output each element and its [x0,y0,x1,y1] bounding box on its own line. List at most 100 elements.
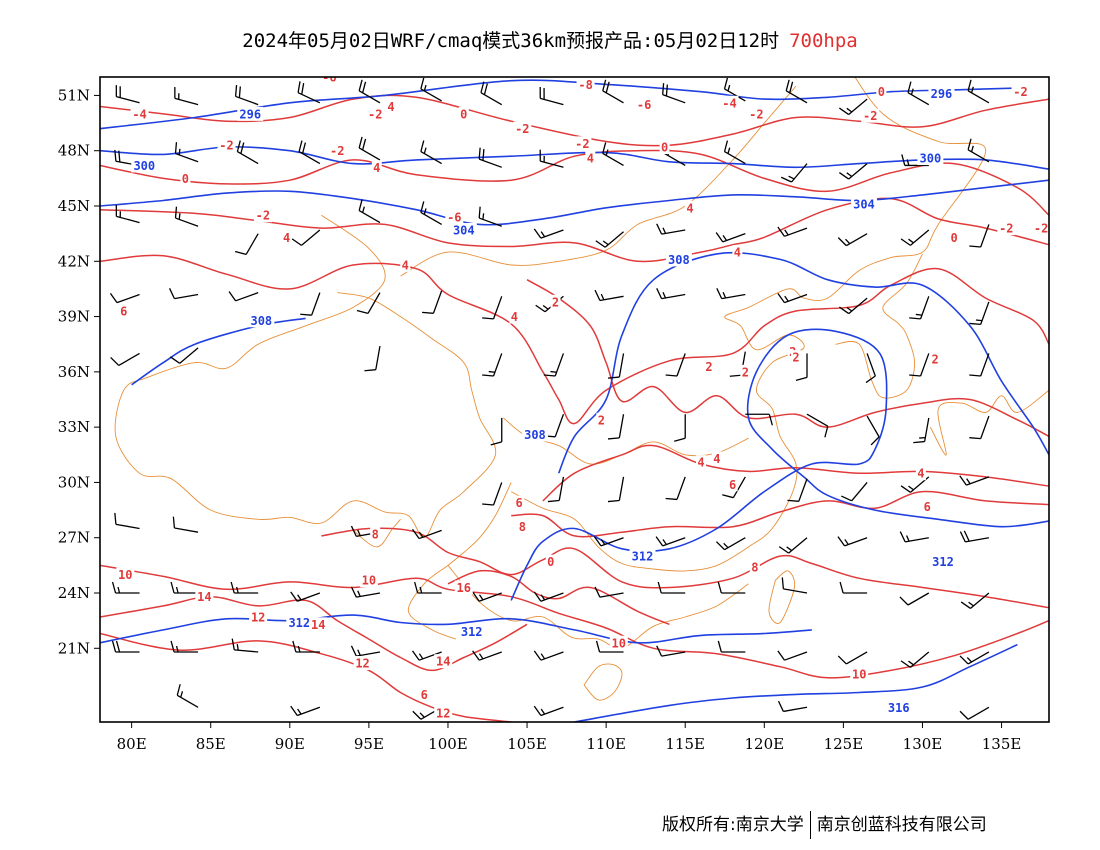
temperature-contour-label: 10 [852,668,866,682]
wind-barb [228,291,259,302]
boundary-line [352,519,401,548]
wind-barb [547,476,565,503]
lat-tick-label: 27N [58,529,90,547]
boundary-line [930,389,1049,456]
height-contour [100,179,1049,226]
wind-barb [414,581,442,594]
wind-barb [837,233,868,247]
height-contour-label: 300 [133,159,155,173]
wind-barb [490,417,503,446]
wind-barb [838,163,868,180]
temperature-contour-label: 12 [355,657,369,671]
wind-barb [176,684,199,708]
temperature-contour-label: 4 [734,246,741,260]
temperature-contour-label-bg [703,359,714,374]
wind-barb [350,586,381,598]
temperature-contour-label: 10 [118,568,132,582]
wind-barb [967,138,990,163]
temperature-contour-label-bg [509,309,520,324]
temperature-contour [511,490,1049,538]
wind-barb [745,413,773,426]
height-contour [557,251,1049,474]
height-contour-label-bg [248,313,275,328]
temperature-contour-label: 16 [457,581,471,595]
height-contour-label-bg [131,158,158,173]
axis-layer: 80E 85E 90E 95E 100E 105E 110E 115E 120E 125E 130E… [58,86,1022,753]
height-contour-label: 316 [888,701,910,715]
height-contour [574,643,1018,722]
temperature-contour [100,94,1049,147]
height-contour-label-bg [928,86,955,101]
temperature-contour-label: 6 [516,496,523,510]
title-main: 2024年05月02日WRF/cmaq模式36km预报产品:05月02日12时 [242,30,780,52]
wind-barb [969,301,990,326]
temperature-contour-label-bg [458,106,469,121]
wind-barb [170,581,199,594]
wind-barb [230,581,259,594]
temperature-contour-label-bg [366,106,385,121]
copyright-owner: 版权所有:南京大学 [662,815,804,835]
temperature-contour-label: 2 [742,365,749,379]
wind-barb [838,297,868,315]
temperature-contour-label: 14 [311,618,325,632]
temperature-contour-label-bg [180,171,191,186]
temperature-contour [100,197,1049,263]
wind-barb [109,292,140,304]
height-contour-label: 296 [239,107,261,121]
wind-barb [787,478,808,502]
temperature-contour-label-bg [434,654,453,669]
lon-tick-label: 100E [428,735,468,753]
wind-barb [715,232,746,243]
wind-barb [723,140,746,165]
temperature-contour [100,254,1049,425]
wind-barb [533,591,564,602]
temperature-contour-label-bg [328,143,347,158]
wind-barb [780,163,808,183]
wind-barb [539,87,564,106]
wind-barb [174,142,199,163]
wind-barb [115,85,140,104]
temperature-contour-label: 14 [197,590,211,604]
temperature-contour-label: 4 [511,310,518,324]
temperature-contour-label: -2 [863,109,877,123]
wind-barb [717,640,746,653]
wind-barb [723,77,746,102]
temperature-contour-label-bg [696,455,707,470]
temperature-contour-label-bg [573,136,592,151]
temperature-contour-label-bg [659,140,670,155]
wind-barb [722,476,746,499]
temperature-contour-label-bg [861,108,880,123]
wind-barb [356,292,381,315]
height-contour-label-bg [917,151,944,166]
temperature-contour-label-bg [850,667,869,682]
temperature-contour-label: 4 [283,231,290,245]
wind-barb [472,591,502,602]
boundary-line [510,77,987,572]
temperature-contour-label-bg [371,160,382,175]
lon-tick-label: 90E [275,735,305,753]
wind-barb [781,577,808,594]
wind-barb [292,640,320,653]
wind-barb [662,83,686,104]
wind-barb [909,296,930,320]
wind-barb [358,199,381,224]
temperature-contour-label-bg [445,210,464,225]
temperature-contour-label-bg [195,589,214,604]
wind-barb [115,204,140,224]
temperature-contour-label: -6 [447,211,461,225]
temperature-contour-label-bg [684,200,695,215]
lat-tick-label: 48N [58,142,90,160]
boundary-line [447,565,749,650]
temperature-contour-label-bg [576,77,595,92]
temperature-contour-label: 0 [878,85,885,99]
height-contour [131,317,306,386]
wind-barb [111,581,140,594]
wind-barb [174,87,199,106]
height-contour-label: 304 [453,223,475,237]
wind-barb [838,98,868,116]
temperature-contour-label: -4 [722,96,736,110]
wind-barb [420,140,442,165]
temperature-contour-label-bg [386,99,397,114]
temperature-contour-label-bg [419,687,430,702]
height-contour-label-bg [450,222,477,237]
